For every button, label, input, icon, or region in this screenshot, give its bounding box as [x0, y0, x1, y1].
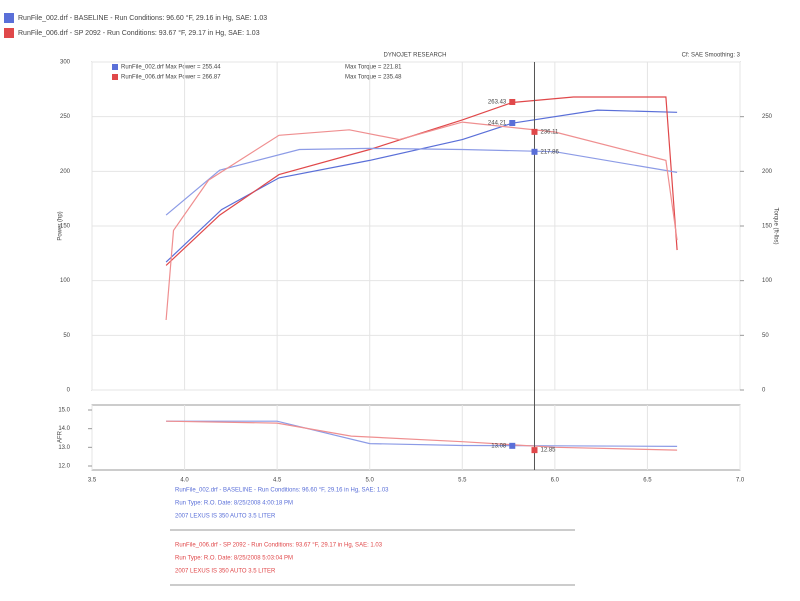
series-line	[166, 420, 678, 447]
footer-line: Run Type: R.O. Date: 8/25/2008 4:00:18 P…	[175, 501, 293, 507]
x-tick-label: 6.0	[551, 478, 560, 484]
y2-tick-label: 100	[762, 278, 773, 284]
y2-axis-label: Torque (ft-lbs)	[772, 207, 778, 244]
readout-marker	[509, 119, 516, 126]
y2-tick-label: 250	[762, 114, 773, 120]
y2-tick-label: 0	[762, 388, 766, 394]
y-tick-label: 300	[60, 60, 71, 66]
readout-label: 236.11	[540, 129, 559, 135]
footer-line: 2007 LEXUS IS 350 AUTO 3.5 LITER	[175, 514, 276, 520]
y-tick-label: 150	[60, 224, 71, 230]
maxima-power: RunFile_002.drf Max Power = 255.44	[121, 65, 221, 71]
maxima-swatch	[112, 64, 118, 70]
x-tick-label: 4.0	[180, 478, 189, 484]
x-tick-label: 7.0	[736, 478, 745, 484]
readout-label: 217.86	[540, 149, 559, 155]
readout-label: 12.85	[540, 448, 556, 454]
legend-swatch	[4, 13, 14, 23]
maxima-torque: Max Torque = 221.81	[345, 65, 402, 71]
footer-run: RunFile_002.drf - BASELINE - Run Conditi…	[175, 488, 389, 494]
series-line	[165, 147, 678, 216]
x-tick-label: 6.5	[643, 478, 652, 484]
lower-tick-label: 13.0	[58, 445, 70, 451]
readout-marker	[509, 442, 516, 449]
y-tick-label: 100	[60, 278, 71, 284]
chart-title: DYNOJET RESEARCH	[384, 53, 447, 59]
footer-run: RunFile_006.drf - SP 2092 - Run Conditio…	[175, 543, 383, 549]
series-line	[165, 96, 678, 266]
footer-line: 2007 LEXUS IS 350 AUTO 3.5 LITER	[175, 569, 276, 575]
x-tick-label: 5.0	[366, 478, 375, 484]
y2-tick-label: 150	[762, 224, 773, 230]
readout-marker	[531, 148, 538, 155]
x-tick-label: 5.5	[458, 478, 467, 484]
readout-label: 263.43	[488, 100, 507, 106]
lower-tick-label: 14.0	[58, 426, 70, 432]
lower-axis-label: AFR	[58, 430, 64, 443]
y2-tick-label: 50	[762, 333, 769, 339]
lower-tick-label: 12.0	[58, 464, 70, 470]
y-axis-label: Power (hp)	[58, 211, 64, 240]
lower-tick-label: 15.0	[58, 408, 70, 414]
readout-label: 13.08	[491, 443, 507, 449]
readout-marker	[531, 128, 538, 135]
y-tick-label: 200	[60, 169, 71, 175]
readout-marker	[509, 98, 516, 105]
y-tick-label: 50	[63, 333, 70, 339]
maxima-power: RunFile_006.drf Max Power = 266.87	[121, 75, 221, 81]
series-line	[165, 109, 678, 263]
x-tick-label: 4.5	[273, 478, 282, 484]
subtitle: Cf: SAE Smoothing: 3	[682, 53, 741, 59]
y-tick-label: 0	[67, 388, 71, 394]
x-tick-label: 3.5	[88, 478, 97, 484]
legend-label: RunFile_002.drf - BASELINE - Run Conditi…	[18, 14, 267, 22]
lower-plot-frame	[91, 404, 741, 471]
legend-swatch	[4, 28, 14, 38]
legend-label: RunFile_006.drf - SP 2092 - Run Conditio…	[18, 29, 260, 37]
maxima-swatch	[112, 74, 118, 80]
readout-marker	[531, 447, 538, 454]
y-tick-label: 250	[60, 114, 71, 120]
series-line	[166, 420, 678, 451]
series-line	[165, 121, 678, 321]
y2-tick-label: 200	[762, 169, 773, 175]
readout-label: 244.21	[488, 121, 507, 127]
footer-line: Run Type: R.O. Date: 8/25/2008 5:03:04 P…	[175, 556, 293, 562]
maxima-torque: Max Torque = 235.48	[345, 75, 402, 81]
